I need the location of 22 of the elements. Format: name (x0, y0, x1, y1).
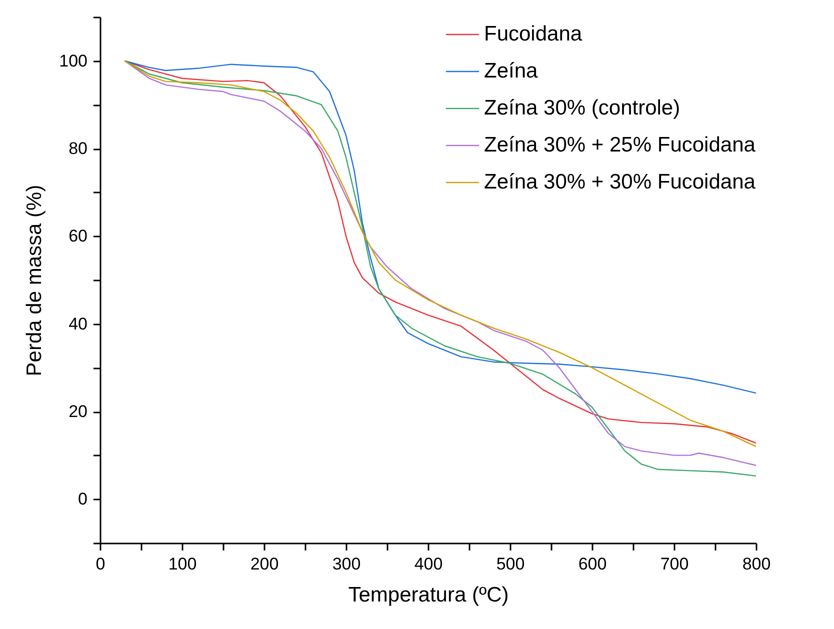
y-tick-label: 80 (68, 139, 88, 158)
x-tick-label: 600 (578, 554, 607, 574)
legend-label: Fucoidana (484, 22, 582, 46)
x-axis-title: Temperatura (ºC) (348, 584, 509, 606)
legend-label: Zeína 30% (controle) (484, 96, 680, 120)
legend-label: Zeína 30% + 30% Fucoidana (484, 170, 756, 194)
x-tick-label: 100 (168, 554, 197, 574)
x-tick-label: 700 (660, 554, 689, 574)
legend-label: Zeína 30% + 25% Fucoidana (484, 134, 756, 156)
y-tick-label: 0 (78, 490, 88, 509)
x-tick-label: 400 (414, 554, 443, 574)
y-tick-label: 20 (68, 402, 88, 421)
y-tick-label: 60 (68, 226, 88, 246)
y-tick-label: 40 (68, 314, 88, 334)
x-tick-label: 0 (96, 554, 106, 574)
x-tick-label: 800 (742, 554, 771, 574)
y-tick-label: 100 (59, 51, 88, 70)
y-axis-title: Perda de massa (%) (23, 184, 46, 376)
x-tick-label: 300 (332, 554, 361, 574)
x-tick-label: 500 (496, 554, 525, 574)
legend-label: Zeína (484, 60, 538, 82)
x-tick-label: 200 (250, 554, 279, 574)
